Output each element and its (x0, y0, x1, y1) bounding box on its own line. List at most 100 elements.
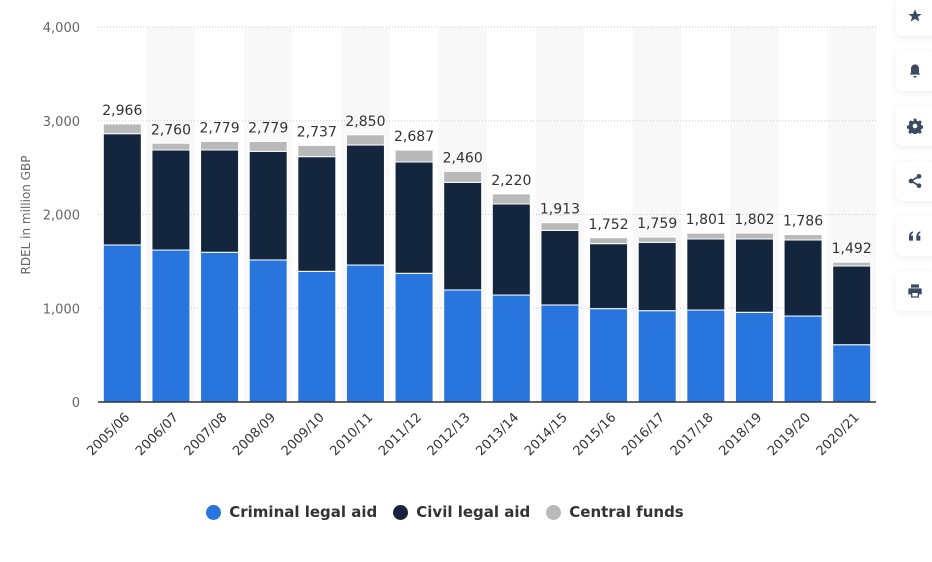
bar-segment-central (248, 140, 288, 152)
bar-segment-civil (345, 144, 385, 266)
bar-segment-criminal (248, 259, 288, 403)
y-tick-label: 0 (72, 396, 80, 411)
bar-segment-civil (637, 241, 677, 312)
bar-segment-criminal (540, 304, 580, 403)
x-tick-label: 2010/11 (327, 410, 376, 459)
legend-item-central[interactable]: Central funds (546, 503, 684, 521)
x-tick-label: 2008/09 (230, 410, 279, 459)
bar-segment-civil (686, 238, 726, 311)
bar-segment-central (589, 237, 629, 245)
total-label: 2,850 (345, 114, 385, 130)
notification-button[interactable] (896, 51, 932, 91)
bar-segment-central (200, 140, 240, 151)
bar-segment-central (734, 232, 774, 240)
bar-segment-central (686, 232, 726, 240)
y-tick-label: 2,000 (43, 209, 80, 224)
bar-segment-criminal (637, 310, 677, 403)
total-label: 1,802 (734, 212, 774, 228)
bar-segment-civil (297, 156, 337, 272)
bar-segment-criminal (832, 344, 872, 403)
bar-segment-criminal (297, 270, 337, 403)
bar-segment-central (783, 234, 823, 241)
bar-segment-civil (200, 149, 240, 253)
bar-segment-criminal (200, 251, 240, 403)
favorite-button[interactable] (896, 0, 932, 36)
bar-segment-criminal (589, 308, 629, 403)
y-tick-label: 1,000 (43, 302, 80, 317)
bar-segment-central (832, 261, 872, 267)
bar-segment-central (297, 144, 337, 158)
bar-segment-central (394, 149, 434, 163)
x-tick-label: 2017/18 (668, 410, 717, 459)
total-label: 1,492 (832, 241, 872, 257)
total-label: 1,913 (540, 202, 580, 218)
bar-segment-civil (832, 265, 872, 346)
bar-segment-central (151, 142, 191, 151)
bar-segment-central (491, 193, 531, 205)
bar-segment-civil (783, 239, 823, 317)
total-label: 2,460 (443, 150, 483, 166)
settings-button[interactable] (896, 106, 932, 146)
bar-segment-central (345, 134, 385, 146)
total-label: 2,220 (491, 173, 531, 189)
x-tick-label: 2013/14 (473, 410, 522, 459)
legend-label: Civil legal aid (416, 503, 531, 521)
x-axis-labels: 2005/06 2006/07 2007/08 2008/09 2009/10 2010/… (84, 410, 862, 459)
x-tick-label: 2009/10 (279, 410, 328, 459)
bar-segment-central (540, 222, 580, 231)
bar-segment-civil (102, 133, 142, 246)
gear-icon (907, 118, 923, 134)
bell-icon (909, 64, 921, 78)
bar-segment-criminal (443, 289, 483, 403)
y-tick-label: 3,000 (43, 115, 80, 130)
y-axis-ticks: 0 1,000 2,000 3,000 4,000 (43, 21, 80, 411)
legend-label: Criminal legal aid (229, 503, 378, 521)
total-label: 2,737 (297, 124, 337, 140)
legend: Criminal legal aid Civil legal aid Centr… (0, 503, 890, 521)
bar-segment-civil (540, 229, 580, 306)
total-label: 2,779 (248, 120, 288, 136)
x-tick-label: 2018/19 (716, 410, 765, 459)
x-tick-label: 2019/20 (765, 410, 814, 459)
data-labels: 2,966 2,760 2,779 2,779 2,737 2,850 2,687 2,460… (102, 103, 871, 257)
total-label: 2,760 (151, 122, 191, 138)
legend-dot-central (546, 504, 562, 520)
legend-item-civil[interactable]: Civil legal aid (393, 503, 530, 521)
bar-segment-criminal (686, 309, 726, 403)
share-icon (908, 174, 922, 188)
x-tick-label: 2011/12 (376, 410, 425, 459)
y-axis-title: RDEL in million GBP (19, 156, 33, 275)
bar-segment-central (637, 236, 677, 243)
share-button[interactable] (896, 161, 932, 201)
x-tick-label: 2005/06 (84, 410, 133, 459)
x-tick-label: 2016/17 (619, 410, 668, 459)
legend-item-criminal[interactable]: Criminal legal aid (206, 503, 377, 521)
bar-segment-criminal (783, 315, 823, 403)
y-tick-label: 4,000 (43, 21, 80, 36)
x-tick-label: 2007/08 (182, 410, 231, 459)
bar-segment-civil (394, 161, 434, 274)
bar-segment-criminal (734, 311, 774, 403)
total-label: 2,966 (102, 103, 142, 119)
star-icon (908, 9, 922, 22)
bar-segment-civil (734, 238, 774, 313)
x-tick-label: 2012/13 (425, 410, 474, 459)
bar-segment-criminal (102, 244, 142, 403)
bar-segment-criminal (345, 264, 385, 403)
bars (102, 123, 872, 403)
legend-dot-civil (393, 504, 409, 520)
bar-segment-criminal (491, 294, 531, 403)
total-label: 2,779 (200, 120, 240, 136)
x-tick-label: 2006/07 (133, 410, 182, 459)
total-label: 2,687 (394, 129, 434, 145)
bar-segment-civil (443, 181, 483, 291)
total-label: 1,752 (589, 217, 629, 233)
legend-dot-criminal (206, 504, 222, 520)
cite-button[interactable] (896, 216, 932, 256)
print-button[interactable] (896, 271, 932, 311)
print-icon (908, 284, 922, 298)
bar-segment-criminal (394, 272, 434, 403)
bar-segment-civil (589, 243, 629, 310)
bar-segment-central (102, 123, 142, 135)
